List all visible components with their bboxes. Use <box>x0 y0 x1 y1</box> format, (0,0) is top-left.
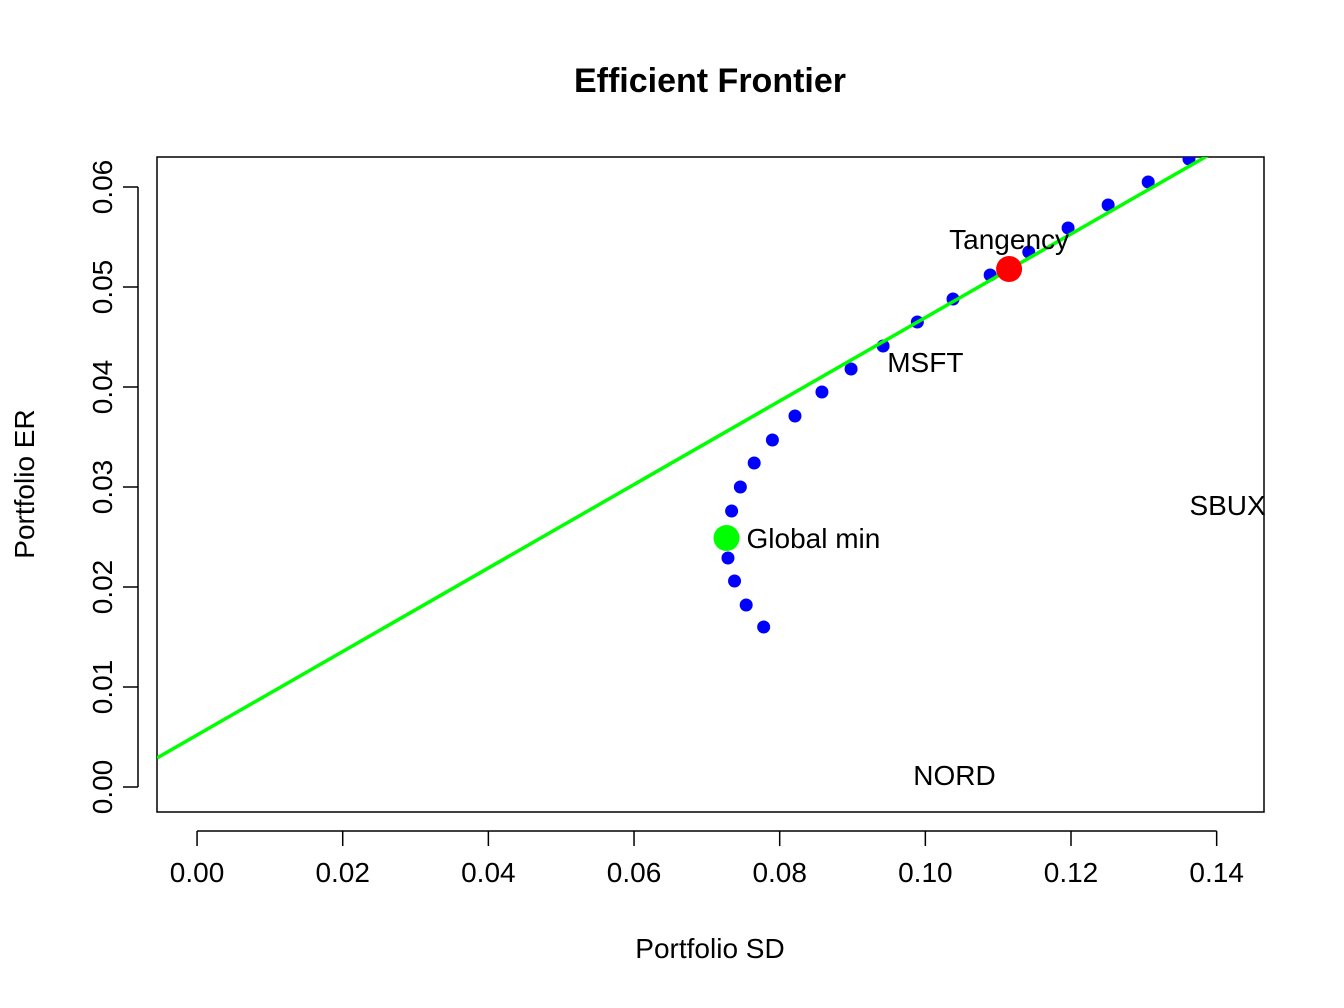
frontier-point <box>1061 221 1075 235</box>
global-min-label: Global min <box>747 523 881 554</box>
x-tick-label: 0.10 <box>898 857 953 888</box>
x-tick-label: 0.14 <box>1189 857 1244 888</box>
tangency-point <box>996 256 1023 282</box>
frontier-point <box>725 504 739 518</box>
y-axis: 0.00 0.01 0.02 0.03 0.04 0.05 0.06 <box>87 160 139 815</box>
frontier-point <box>747 456 761 470</box>
y-tick-label: 0.05 <box>87 260 118 315</box>
y-tick-label: 0.04 <box>87 360 118 415</box>
frontier-point <box>1141 175 1155 189</box>
y-axis-label: Portfolio ER <box>9 409 40 558</box>
frontier-point <box>815 385 829 399</box>
x-tick-label: 0.02 <box>315 857 370 888</box>
global-min-point <box>713 525 740 551</box>
y-tick-label: 0.03 <box>87 460 118 515</box>
frontier-point <box>788 409 802 423</box>
chart-title: Efficient Frontier <box>574 62 846 100</box>
y-tick-label: 0.01 <box>87 660 118 715</box>
annotations: Global min Tangency MSFT NORD SBUX <box>747 224 1267 791</box>
x-tick-label: 0.04 <box>461 857 516 888</box>
frontier-point <box>757 620 771 634</box>
frontier-point <box>733 480 747 494</box>
x-axis: 0.00 0.02 0.04 0.06 0.08 0.10 0.12 0.14 <box>170 830 1244 888</box>
frontier-point <box>739 598 753 612</box>
frontier-point <box>1101 198 1115 212</box>
frontier-point <box>728 574 742 588</box>
asset-label-nord: NORD <box>913 760 995 791</box>
tangency-label: Tangency <box>949 224 1069 255</box>
x-tick-label: 0.06 <box>607 857 662 888</box>
x-tick-label: 0.08 <box>752 857 807 888</box>
x-tick-label: 0.12 <box>1044 857 1099 888</box>
x-axis-label: Portfolio SD <box>635 933 784 964</box>
frontier-point <box>765 433 779 447</box>
tangency-line <box>157 157 1209 760</box>
y-tick-label: 0.02 <box>87 560 118 615</box>
y-tick-label: 0.00 <box>87 760 118 815</box>
plot-frame <box>156 156 1265 813</box>
asset-label-sbux: SBUX <box>1189 490 1266 521</box>
frontier-point <box>844 362 858 376</box>
asset-label-msft: MSFT <box>887 347 963 378</box>
x-tick-label: 0.00 <box>170 857 225 888</box>
frontier-point <box>721 551 735 565</box>
plot-area <box>157 157 1209 760</box>
y-tick-label: 0.06 <box>87 160 118 215</box>
